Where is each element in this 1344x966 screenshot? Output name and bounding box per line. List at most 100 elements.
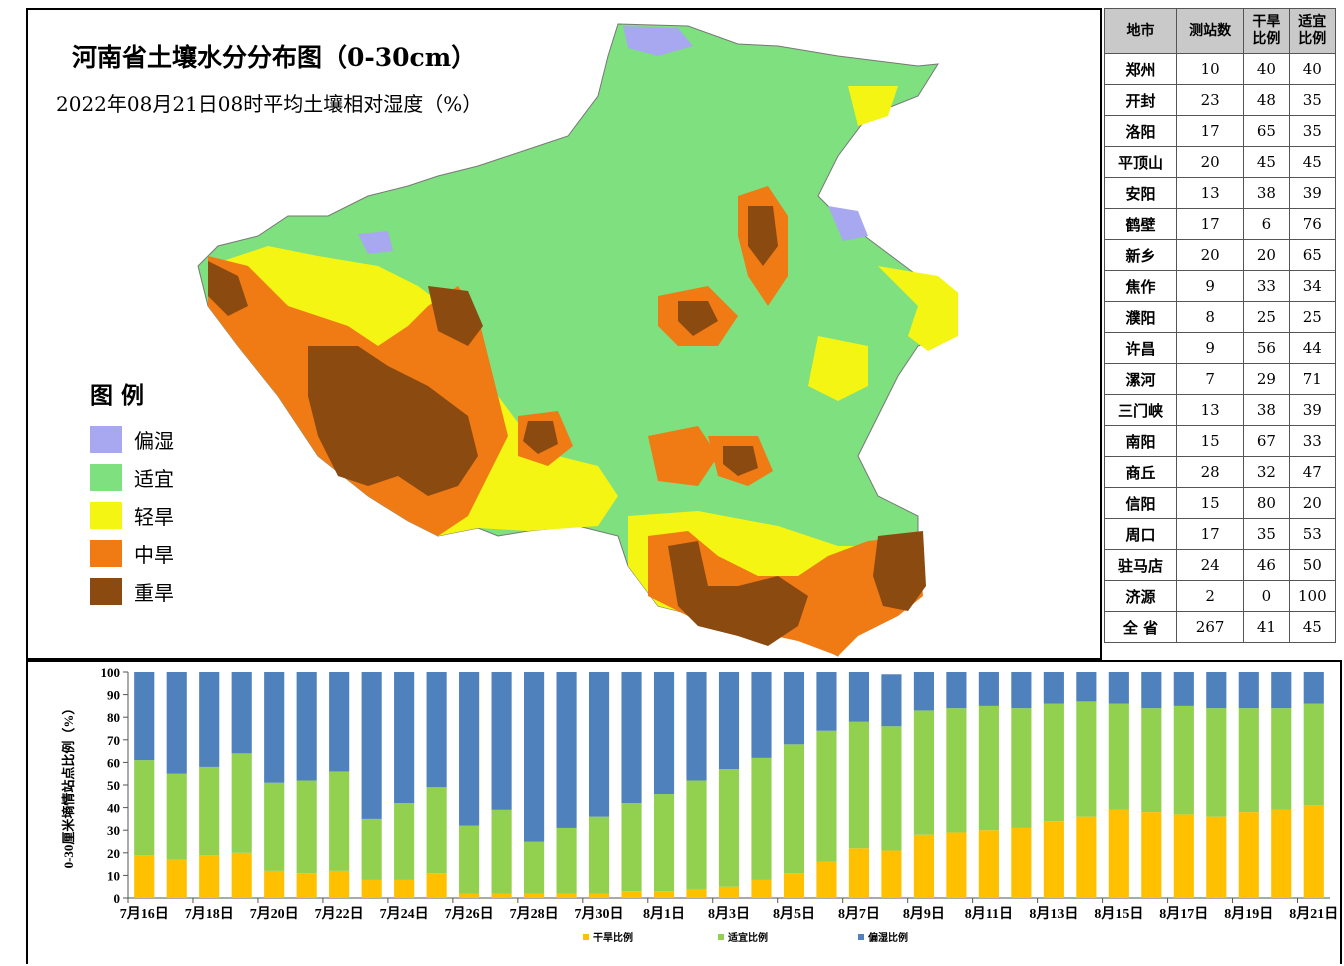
- bar-segment: [166, 859, 187, 898]
- bar-segment: [1206, 708, 1227, 817]
- bar-segment: [1011, 708, 1032, 828]
- table-cell: 2: [1175, 580, 1245, 612]
- x-tick-label: 8月1日: [643, 906, 685, 922]
- legend-swatch: [90, 463, 122, 491]
- bar-segment: [1076, 701, 1097, 817]
- table-row: 济源 2 0 100: [1104, 580, 1337, 612]
- bar-segment: [1271, 672, 1292, 709]
- x-tick-label: 8月13日: [1029, 906, 1078, 922]
- bar-segment: [881, 674, 902, 727]
- x-tick-label: 8月5日: [773, 906, 815, 922]
- legend-label: 轻旱: [134, 504, 174, 529]
- table-cell: 17: [1175, 208, 1245, 240]
- map-title: 河南省土壤水分分布图（0-30cm）: [72, 43, 477, 72]
- table-cell: 38: [1243, 177, 1290, 209]
- table-cell: 38: [1243, 394, 1290, 426]
- y-tick-label: 70: [107, 733, 120, 748]
- x-tick-label: 8月19日: [1224, 906, 1273, 922]
- map-region-severe-drought: [308, 346, 478, 496]
- bar-segment: [686, 780, 707, 889]
- table-cell: 13: [1175, 177, 1245, 209]
- bar-segment: [751, 672, 772, 758]
- table-cell-city: 焦作: [1104, 270, 1177, 302]
- bar-segment: [946, 832, 967, 898]
- bar-segment: [491, 672, 512, 810]
- table-cell: 20: [1243, 239, 1290, 271]
- bar-segment: [361, 672, 382, 819]
- table-cell: 23: [1175, 84, 1245, 116]
- bar-segment: [329, 672, 350, 772]
- legend-swatch: [90, 425, 122, 453]
- table-cell: 0: [1243, 580, 1290, 612]
- table-cell: 10: [1175, 53, 1245, 85]
- table-cell: 20: [1288, 487, 1337, 519]
- table-row: 许昌 9 56 44: [1104, 332, 1337, 364]
- y-tick-label: 20: [107, 846, 120, 861]
- table-row: 周口 17 35 53: [1104, 518, 1337, 550]
- bar-segment: [1173, 814, 1194, 898]
- map-region-severe-drought: [523, 421, 558, 454]
- y-tick-label: 10: [107, 868, 120, 883]
- table-cell: 15: [1175, 487, 1245, 519]
- bar-segment: [1173, 672, 1194, 706]
- table-cell-city: 濮阳: [1104, 301, 1177, 333]
- x-tick-label: 7月30日: [575, 906, 624, 922]
- y-tick-label: 30: [107, 823, 120, 838]
- table-cell: 45: [1243, 146, 1290, 178]
- bar-segment: [394, 803, 415, 880]
- bar-segment: [1141, 708, 1162, 813]
- table-cell: 35: [1288, 115, 1337, 147]
- bar-segment: [264, 870, 285, 898]
- bar-segment: [556, 672, 577, 828]
- x-tick-label: 7月18日: [185, 906, 234, 922]
- bar-segment: [913, 834, 934, 898]
- table-cell: 65: [1243, 115, 1290, 147]
- table-cell-city: 开封: [1104, 84, 1177, 116]
- y-tick-label: 100: [101, 665, 121, 680]
- city-stats-table: 地市 测站数 干旱 比例 适宜 比例 郑州 10 40 40 开封 23 48 35 洛阳 17 65 35 平顶…: [1104, 8, 1337, 643]
- bar-segment: [264, 672, 285, 783]
- table-cell: 47: [1288, 456, 1337, 488]
- legend-item-moderate-drought: 中旱: [90, 534, 174, 572]
- table-cell: 20: [1175, 146, 1245, 178]
- x-tick-label: 7月26日: [445, 906, 494, 922]
- bar-segment: [1206, 816, 1227, 898]
- bar-segment: [459, 672, 480, 826]
- y-tick-label: 90: [107, 688, 120, 703]
- x-tick-label: 7月24日: [380, 906, 429, 922]
- table-cell: 8: [1175, 301, 1245, 333]
- bar-segment: [1011, 827, 1032, 898]
- bar-segment: [1303, 672, 1324, 704]
- table-cell: 35: [1243, 518, 1290, 550]
- bar-segment: [751, 879, 772, 898]
- bar-segment: [718, 886, 740, 898]
- legend-label: 干旱比例: [593, 931, 633, 944]
- table-row: 新乡 20 20 65: [1104, 239, 1337, 271]
- bar-segment: [134, 672, 155, 761]
- table-cell: 40: [1288, 53, 1337, 85]
- map-region-light-drought: [848, 86, 898, 126]
- x-tick-label: 8月15日: [1094, 906, 1143, 922]
- bar-segment: [1076, 672, 1097, 702]
- bar-segment: [1108, 672, 1129, 704]
- table-header-cell: 测站数: [1175, 8, 1245, 54]
- bar-segment: [459, 825, 480, 894]
- table-row: 信阳 15 80 20: [1104, 487, 1337, 519]
- bar-segment: [816, 730, 837, 862]
- x-tick-label: 8月11日: [965, 906, 1013, 922]
- bar-segment: [686, 888, 707, 898]
- legend-item-light-drought: 轻旱: [90, 496, 174, 534]
- table-cell: 34: [1288, 270, 1337, 302]
- bar-segment: [946, 708, 967, 833]
- bar-segment: [296, 672, 317, 781]
- table-row: 三门峡 13 38 39: [1104, 394, 1337, 426]
- table-cell: 40: [1243, 53, 1290, 85]
- table-cell: 9: [1175, 270, 1245, 302]
- table-row: 全 省 267 41 45: [1104, 611, 1337, 643]
- bar-segment: [1271, 809, 1292, 898]
- bar-segment: [264, 782, 285, 871]
- map-region-light-drought: [808, 336, 868, 401]
- table-header-cell: 干旱 比例: [1243, 8, 1290, 54]
- map-region-wet: [358, 231, 393, 254]
- table-cell: 20: [1175, 239, 1245, 271]
